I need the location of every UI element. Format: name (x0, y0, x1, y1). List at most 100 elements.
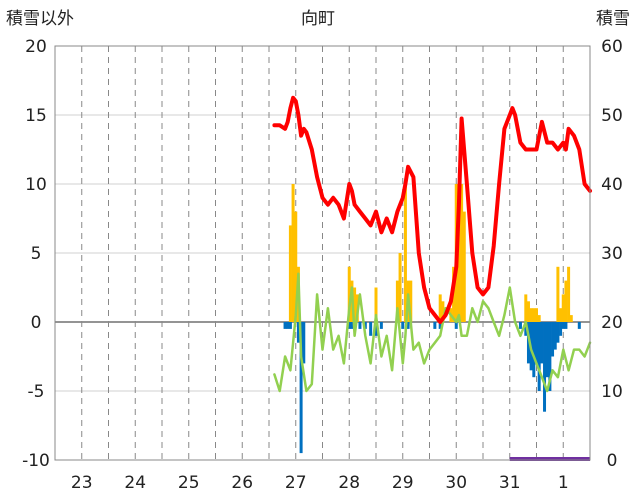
right-tick-label: 50 (601, 106, 623, 126)
negative-bar (540, 322, 544, 364)
precip-bar (291, 184, 295, 322)
negative-bar (556, 322, 560, 343)
precip-bar (524, 294, 528, 322)
x-axis-ticks: 23 24 25 26 27 28 29 30 31 1 (71, 473, 569, 493)
left-tick-label: -10 (22, 451, 50, 471)
negative-bar (369, 322, 373, 336)
negative-bar (548, 322, 552, 391)
negative-bar (406, 322, 410, 329)
left-axis-ticks: -10 -5 0 5 10 15 20 (22, 37, 50, 471)
x-tick-label: 26 (231, 473, 253, 493)
negative-bar (518, 322, 522, 329)
lines (272, 95, 592, 393)
right-tick-label: 60 (601, 37, 623, 57)
right-tick-label: 20 (601, 313, 623, 333)
negative-bar (535, 322, 538, 364)
negative-bar (299, 322, 303, 454)
negative-bar (433, 322, 437, 329)
x-tick-label: 25 (178, 473, 200, 493)
left-tick-label: 0 (31, 313, 42, 333)
negative-bar (454, 322, 458, 329)
chart-title: 向町 (301, 9, 335, 29)
precip-bar (532, 308, 536, 322)
left-tick-label: 5 (31, 244, 42, 264)
negative-bar (302, 322, 306, 364)
negative-bar (358, 322, 362, 329)
negative-bar (524, 322, 528, 336)
precip-bar (409, 280, 413, 322)
precip-bar (564, 280, 568, 322)
negative-bar (532, 322, 536, 378)
x-tick-label: 30 (445, 473, 467, 493)
right-tick-label: 40 (601, 175, 623, 195)
left-tick-label: 20 (25, 37, 47, 57)
precip-bar (556, 266, 560, 322)
precip-bar (526, 301, 530, 322)
precip-bar (535, 308, 538, 322)
right-axis-ticks: 0 10 20 30 40 50 60 (601, 37, 623, 471)
negative-bar (296, 322, 300, 343)
right-axis-label: 積雪 (596, 9, 630, 29)
negative-bar (374, 322, 378, 336)
negative-bar (553, 322, 557, 350)
precip-bar (529, 308, 533, 322)
x-tick-label: 31 (499, 473, 521, 493)
x-tick-label: 28 (338, 473, 360, 493)
range-band-bar (509, 457, 590, 461)
negative-bar (438, 322, 442, 329)
snow-depth-line (272, 95, 592, 324)
negative-bar (561, 322, 565, 329)
precip-bar (398, 253, 402, 322)
x-tick-label: 24 (124, 473, 146, 493)
negative-bar (543, 322, 547, 412)
x-tick-label: 1 (558, 473, 569, 493)
precip-bar (374, 287, 378, 322)
bars (283, 184, 581, 454)
precip-bar (559, 308, 563, 322)
x-tick-label: 23 (71, 473, 93, 493)
negative-bar (347, 322, 351, 329)
range-band (509, 457, 590, 461)
precip-bar (441, 301, 445, 322)
x-tick-label: 27 (285, 473, 307, 493)
negative-bar (564, 322, 568, 329)
precip-bar (561, 294, 565, 322)
left-tick-label: 15 (25, 106, 47, 126)
negative-bar (286, 322, 290, 329)
left-tick-label: -5 (28, 382, 45, 402)
left-tick-label: 10 (25, 175, 47, 195)
precip-bar (438, 294, 442, 322)
negative-bar (283, 322, 287, 329)
precip-bar (347, 266, 351, 322)
negative-bar (577, 322, 581, 329)
plot-frame (54, 45, 591, 461)
precip-bar (353, 287, 357, 322)
right-tick-label: 30 (601, 244, 623, 264)
precip-bar (462, 211, 466, 322)
precip-bar (457, 184, 461, 322)
right-tick-label: 0 (607, 451, 618, 471)
temperature-line (273, 272, 592, 393)
precip-bar (288, 225, 292, 322)
grid (54, 45, 590, 461)
negative-bar (537, 322, 541, 391)
negative-bar (526, 322, 530, 364)
left-axis-label: 積雪以外 (6, 9, 74, 29)
precip-bar (403, 184, 407, 322)
negative-bar (545, 322, 549, 378)
precip-bar (460, 184, 464, 322)
right-tick-label: 10 (601, 382, 623, 402)
negative-bar (559, 322, 563, 336)
precip-bar (567, 266, 571, 322)
precip-bar (395, 280, 399, 322)
negative-bar (350, 322, 354, 329)
precip-bar (537, 315, 541, 322)
x-tick-label: 29 (392, 473, 414, 493)
precip-bar (294, 211, 298, 322)
negative-bar (288, 322, 292, 329)
negative-bar (551, 322, 555, 357)
negative-bar (401, 322, 405, 329)
precip-bar (569, 315, 573, 322)
negative-bar (379, 322, 383, 329)
